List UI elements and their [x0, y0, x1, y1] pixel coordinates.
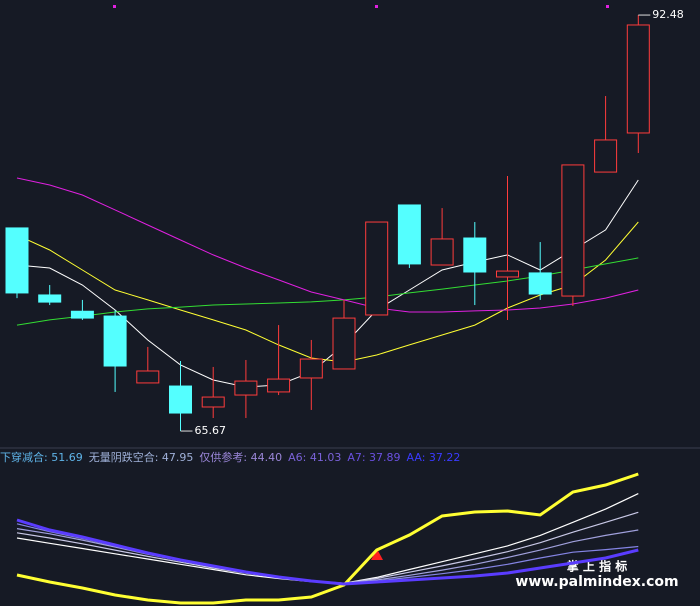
candle-body: [38, 294, 62, 303]
indicator-panel: 下穿减合: 51.69 无量阴跌空合: 47.95 仅供参考: 44.40 A6: 4…: [0, 450, 639, 605]
moving-average: [16, 221, 639, 363]
candle-body: [70, 310, 94, 319]
candle-body: [430, 238, 454, 266]
marker-dot: [375, 5, 378, 8]
moving-average: [16, 177, 639, 313]
candle-body: [463, 237, 487, 273]
candle-body: [5, 227, 29, 294]
candle-body: [496, 270, 519, 278]
signal-arrow: [371, 549, 383, 560]
candle-body: [397, 204, 421, 265]
candle-body: [332, 317, 356, 370]
legend-entry: 仅供参考: 44.40: [199, 450, 282, 464]
candle-body: [594, 139, 618, 173]
candle-body: [136, 370, 160, 384]
candle-body: [299, 358, 323, 379]
watermark-url: www.palmindex.com: [515, 574, 678, 590]
candle-body: [234, 380, 258, 396]
candle-body: [201, 396, 225, 408]
high-label: 92.48: [652, 8, 684, 21]
moving-average: [16, 179, 639, 388]
candle-body: [267, 378, 291, 393]
low-label: 65.67: [195, 424, 227, 437]
candle-body: [103, 315, 127, 367]
legend-entry: AA: 37.22: [407, 451, 461, 464]
candle-body: [365, 221, 389, 316]
legend-entry: A6: 41.03: [288, 451, 341, 464]
legend-entry: A7: 37.89: [347, 451, 400, 464]
marker-dot: [113, 5, 116, 8]
indicator-line: [16, 472, 639, 605]
price-panel: 92.48 65.67: [5, 8, 684, 437]
candle-body: [169, 385, 192, 414]
legend-entry: 无量阴跌空合: 47.95: [89, 450, 194, 464]
candle-body: [626, 24, 650, 134]
legend-entry: 下穿减合: 51.69: [0, 450, 83, 464]
indicator-line: [16, 518, 639, 586]
candle-body: [528, 272, 552, 295]
candle-body: [561, 164, 585, 297]
marker-dot: [606, 5, 609, 8]
